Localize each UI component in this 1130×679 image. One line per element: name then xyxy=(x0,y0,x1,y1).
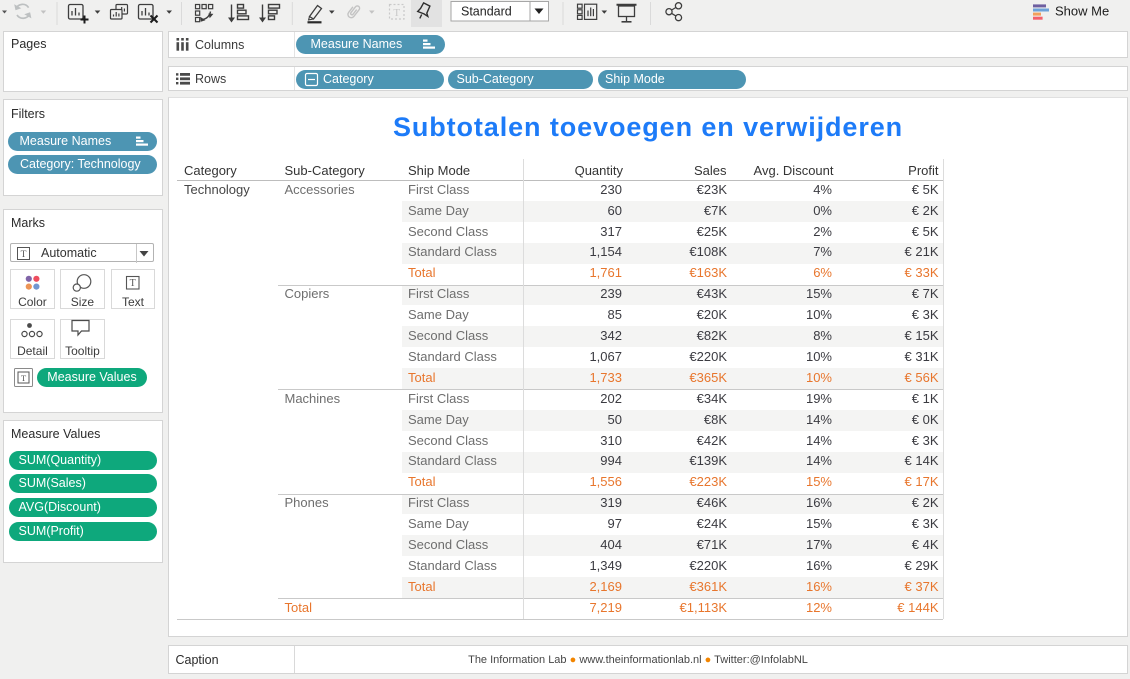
svg-text:Standard: Standard xyxy=(461,5,512,19)
svg-text:Show Me: Show Me xyxy=(1055,4,1109,19)
svg-text:T: T xyxy=(130,278,136,289)
svg-text:T: T xyxy=(21,250,27,260)
svg-text:T: T xyxy=(21,373,27,383)
svg-text:T: T xyxy=(393,7,400,19)
